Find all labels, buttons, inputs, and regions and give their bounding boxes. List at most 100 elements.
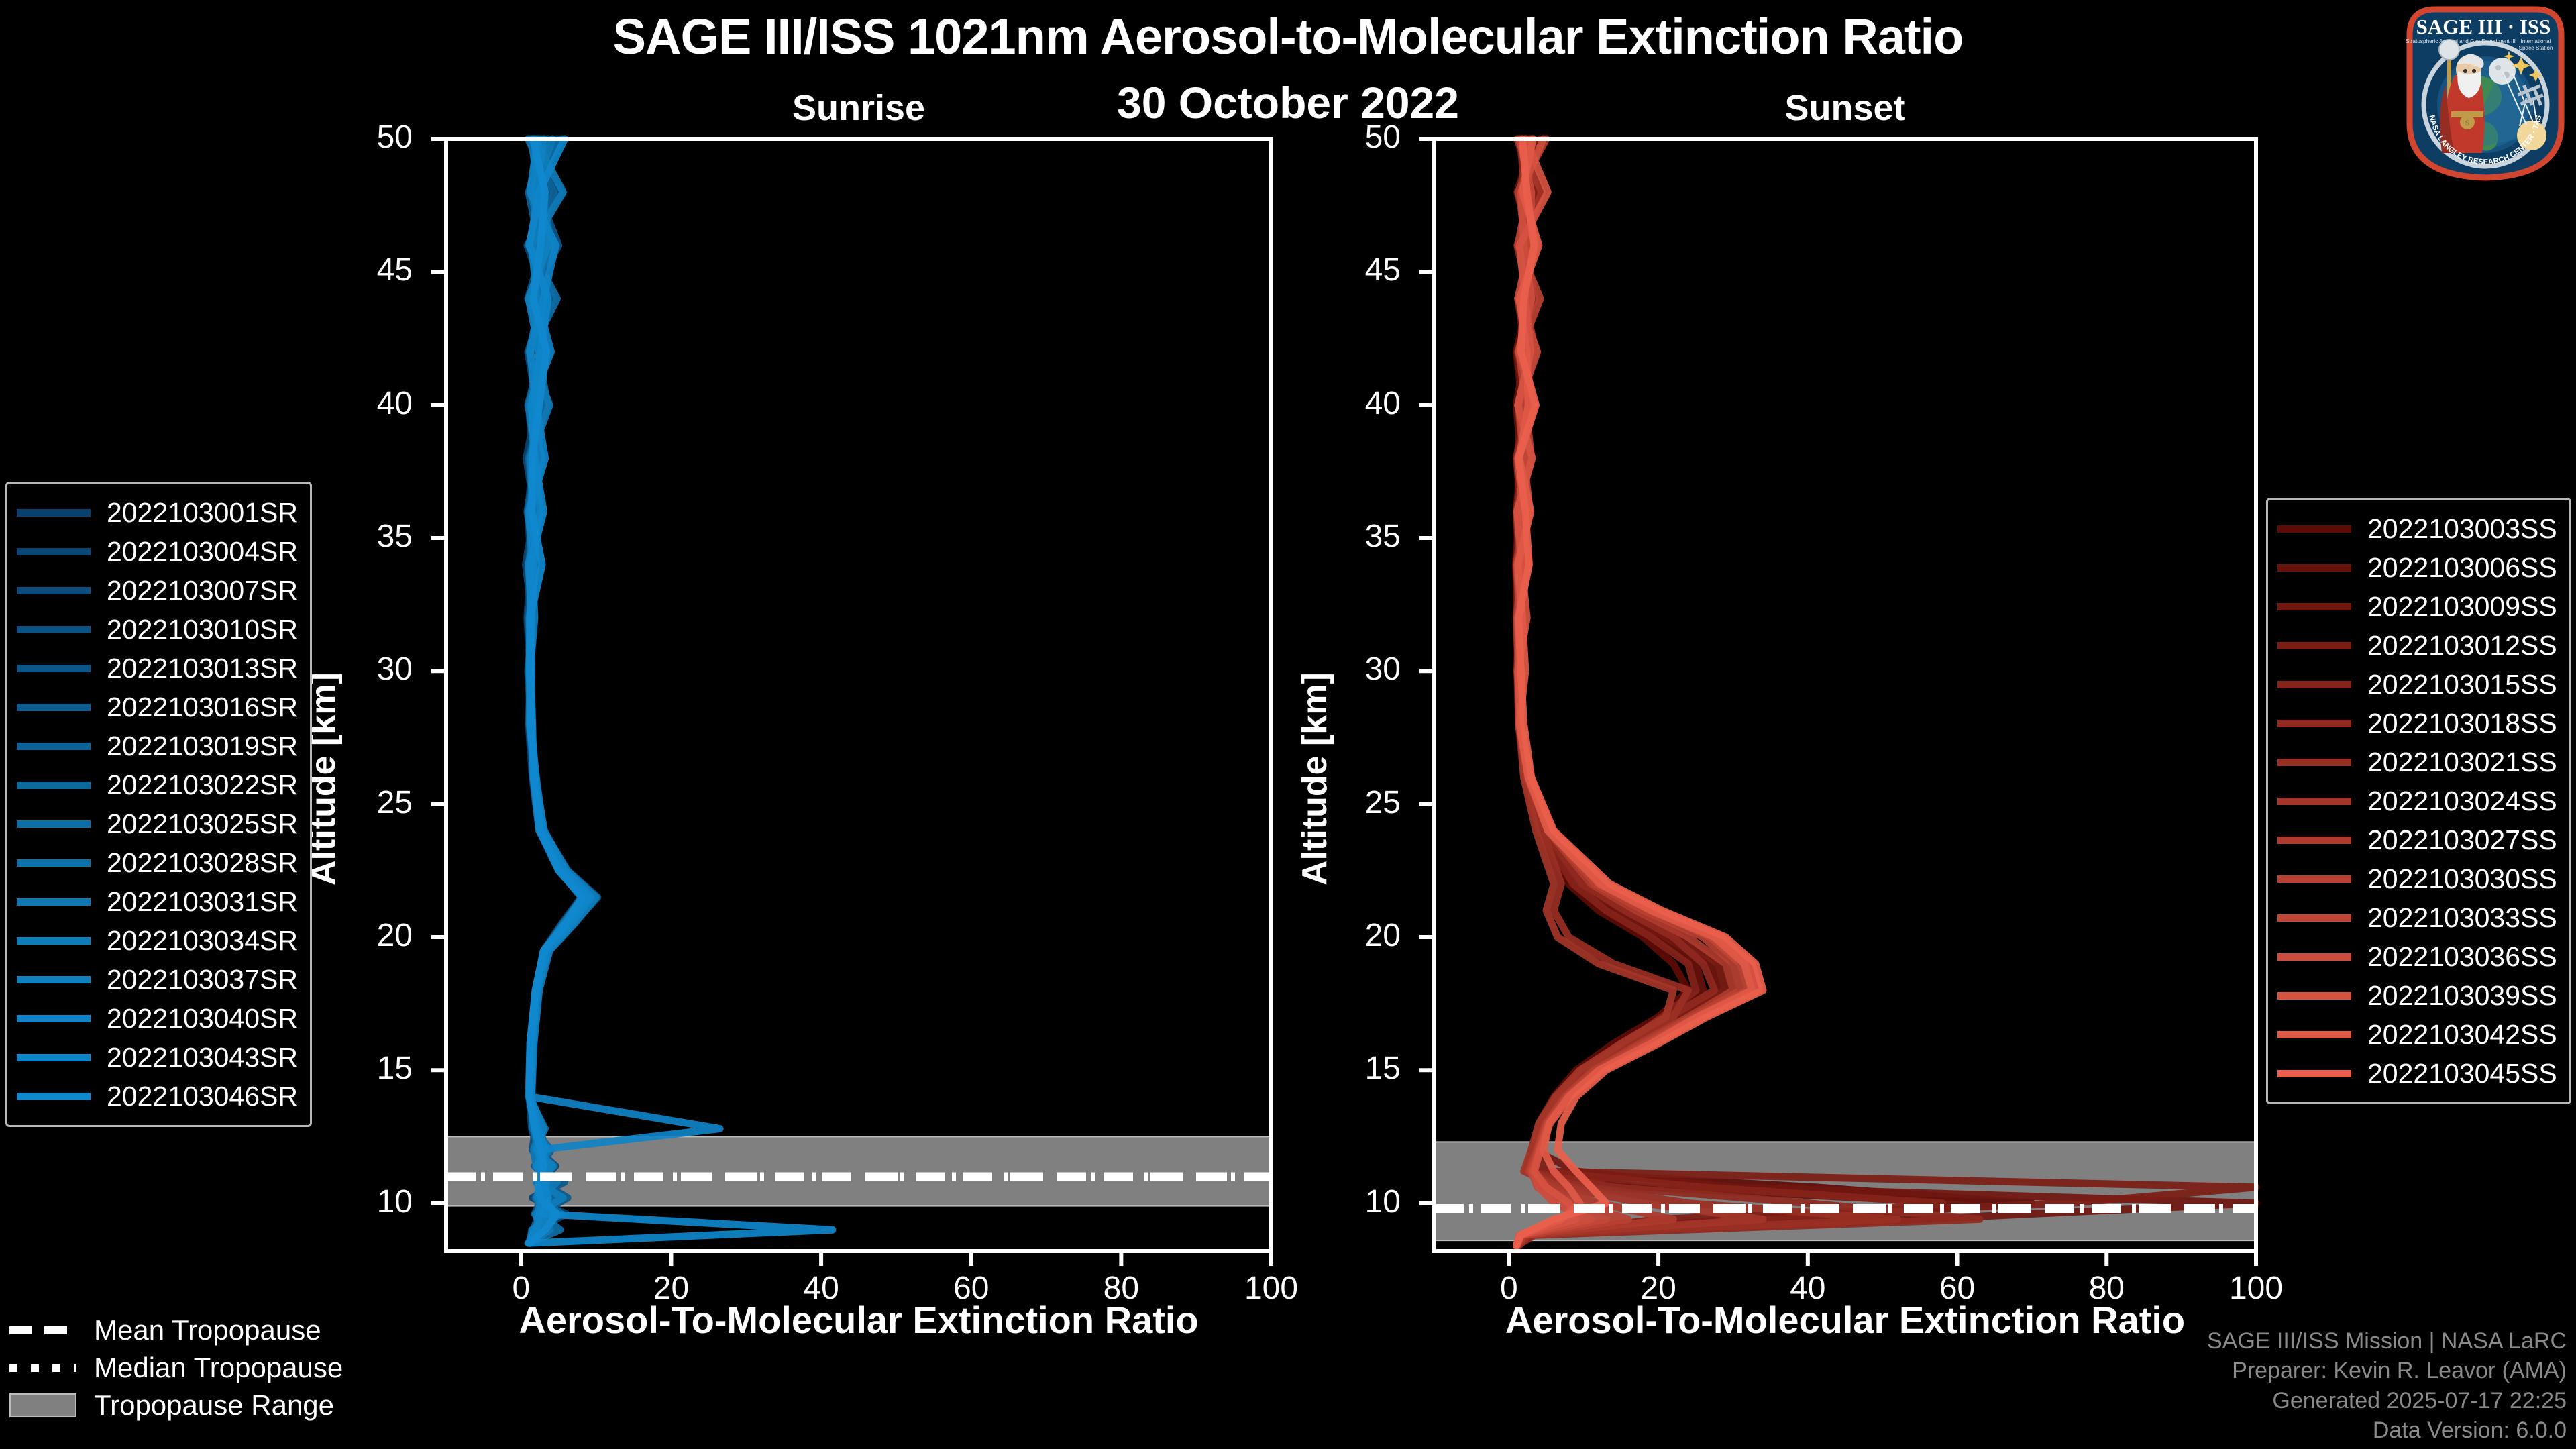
legend-color-swatch [2277, 797, 2351, 805]
profile-line [1513, 135, 1976, 1250]
profile-line [1513, 135, 2260, 1250]
legend-item-mean-tropopause: Mean Tropopause [9, 1311, 343, 1349]
y-tick-label: 45 [1364, 252, 1401, 288]
legend-label: 2022103003SS [2367, 513, 2557, 544]
credits-block: SAGE III/ISS Mission | NASA LaRC Prepare… [2207, 1326, 2567, 1445]
profile-line [1513, 135, 2260, 1250]
legend-item-2022103034SR[interactable]: 2022103034SR [17, 921, 298, 960]
legend-label: 2022103019SR [107, 730, 298, 761]
dotted-line-icon [9, 1356, 76, 1379]
legend-sunrise[interactable]: 2022103001SR 2022103004SR 2022103007SR 2022… [5, 482, 312, 1127]
legend-label: 2022103025SR [107, 808, 298, 839]
legend-item-2022103006SS[interactable]: 2022103006SS [2277, 548, 2557, 587]
profile-line [524, 135, 598, 1247]
legend-item-2022103009SS[interactable]: 2022103009SS [2277, 587, 2557, 626]
x-axis-label-sunset: Aerosol-To-Molecular Extinction Ratio [1505, 1299, 2186, 1341]
legend-item-2022103040SR[interactable]: 2022103040SR [17, 999, 298, 1038]
legend-label: 2022103046SR [107, 1080, 298, 1112]
profile-line [525, 135, 724, 1247]
profile-line [525, 135, 586, 1247]
legend-item-tropopause-range: Tropopause Range [9, 1387, 343, 1424]
legend-label: 2022103028SR [107, 847, 298, 878]
legend-label: 2022103018SS [2367, 707, 2557, 739]
legend-item-2022103024SS[interactable]: 2022103024SS [2277, 782, 2557, 820]
axis-frame [1432, 137, 2258, 1253]
legend-item-2022103030SS[interactable]: 2022103030SS [2277, 859, 2557, 898]
date-title: 30 October 2022 [1117, 78, 1459, 127]
plot-background [1434, 139, 2256, 1251]
x-axis-label-sunrise: Aerosol-To-Molecular Extinction Ratio [519, 1299, 1199, 1341]
legend-item-median-tropopause: Median Tropopause [9, 1349, 343, 1387]
legend-item-2022103012SS[interactable]: 2022103012SS [2277, 626, 2557, 665]
legend-item-2022103004SR[interactable]: 2022103004SR [17, 532, 298, 571]
legend-color-swatch [2277, 875, 2351, 883]
y-tick-label: 25 [376, 784, 413, 820]
legend-label: 2022103040SR [107, 1002, 298, 1034]
legend-item-2022103027SS[interactable]: 2022103027SS [2277, 820, 2557, 859]
y-tick-label: 30 [376, 651, 413, 688]
legend-item-2022103010SR[interactable]: 2022103010SR [17, 610, 298, 649]
legend-sunset[interactable]: 2022103003SS 2022103006SS 2022103009SS 2022… [2266, 498, 2571, 1104]
profile-line [523, 135, 590, 1247]
profile-line [525, 135, 597, 1247]
legend-label: 2022103004SR [107, 535, 298, 567]
legend-item-2022103015SS[interactable]: 2022103015SS [2277, 665, 2557, 704]
legend-item-2022103013SR[interactable]: 2022103013SR [17, 649, 298, 688]
y-axis-label-sunset: Altitude [km] [1295, 672, 1334, 885]
sage-iii-iss-mission-patch-icon: S SAGE III · ISS Stratospheric Aerosol and… [2399, 0, 2569, 182]
legend-item-2022103046SR[interactable]: 2022103046SR [17, 1077, 298, 1116]
legend-item-2022103003SS[interactable]: 2022103003SS [2277, 509, 2557, 548]
legend-color-swatch [17, 781, 91, 789]
legend-item-2022103025SR[interactable]: 2022103025SR [17, 804, 298, 843]
legend-color-swatch [2277, 953, 2351, 961]
legend-color-swatch [17, 625, 91, 633]
y-tick-label: 35 [376, 518, 413, 554]
legend-color-swatch [2277, 914, 2351, 922]
legend-label-mean-tropopause: Mean Tropopause [94, 1314, 321, 1346]
y-tick-label: 50 [376, 119, 413, 155]
x-tick-label: 80 [1103, 1271, 1140, 1306]
x-tick-label: 80 [2088, 1271, 2125, 1306]
legend-item-2022103001SR[interactable]: 2022103001SR [17, 493, 298, 532]
profile-line [1513, 135, 1760, 1250]
legend-item-2022103045SS[interactable]: 2022103045SS [2277, 1054, 2557, 1093]
legend-item-2022103019SR[interactable]: 2022103019SR [17, 727, 298, 765]
legend-label: 2022103016SR [107, 691, 298, 722]
legend-label: 2022103010SR [107, 613, 298, 645]
credit-mission: SAGE III/ISS Mission | NASA LaRC [2206, 1328, 2567, 1354]
y-tick-label: 40 [1364, 385, 1401, 421]
svg-text:SAGE III · ISS: SAGE III · ISS [2416, 15, 2551, 38]
legend-item-2022103021SS[interactable]: 2022103021SS [2277, 743, 2557, 782]
legend-item-2022103028SR[interactable]: 2022103028SR [17, 843, 298, 882]
page-title: SAGE III/ISS 1021nm Aerosol-to-Molecular… [612, 9, 1964, 64]
legend-item-2022103036SS[interactable]: 2022103036SS [2277, 937, 2557, 976]
profile-line [524, 135, 591, 1247]
legend-label: 2022103013SR [107, 652, 298, 684]
legend-color-swatch [17, 508, 91, 517]
y-tick-label: 10 [1364, 1183, 1401, 1220]
legend-item-2022103042SS[interactable]: 2022103042SS [2277, 1015, 2557, 1054]
legend-label: 2022103037SR [107, 963, 298, 995]
legend-item-2022103039SS[interactable]: 2022103039SS [2277, 976, 2557, 1015]
legend-color-swatch [17, 1053, 91, 1061]
legend-item-2022103037SR[interactable]: 2022103037SR [17, 960, 298, 999]
credit-data-version: Data Version: 6.0.0 [2372, 1417, 2567, 1443]
x-tick-label: 60 [953, 1271, 989, 1306]
legend-item-2022103022SR[interactable]: 2022103022SR [17, 765, 298, 804]
legend-color-swatch [17, 975, 91, 983]
y-tick-label: 45 [376, 252, 413, 288]
profile-line [1513, 135, 1752, 1250]
legend-color-swatch [17, 1092, 91, 1100]
y-tick-label: 50 [1364, 119, 1401, 155]
legend-item-2022103018SS[interactable]: 2022103018SS [2277, 704, 2557, 743]
legend-color-swatch [17, 1014, 91, 1022]
profile-line [1513, 135, 1756, 1250]
legend-item-2022103016SR[interactable]: 2022103016SR [17, 688, 298, 727]
legend-item-2022103007SR[interactable]: 2022103007SR [17, 571, 298, 610]
legend-item-2022103031SR[interactable]: 2022103031SR [17, 882, 298, 921]
legend-item-2022103043SR[interactable]: 2022103043SR [17, 1038, 298, 1077]
legend-label: 2022103030SS [2367, 863, 2557, 894]
legend-item-2022103033SS[interactable]: 2022103033SS [2277, 898, 2557, 937]
